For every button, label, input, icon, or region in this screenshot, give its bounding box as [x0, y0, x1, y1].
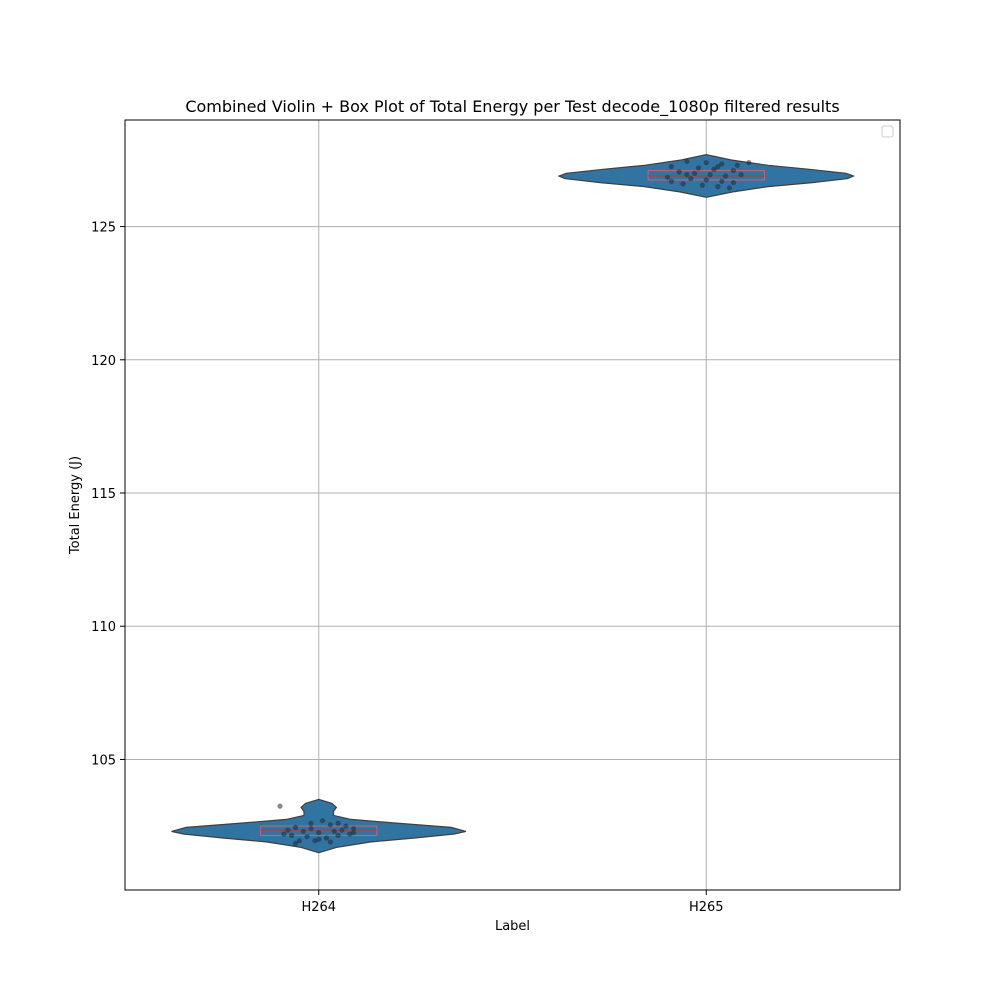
- data-point: [335, 820, 341, 827]
- data-point: [746, 160, 752, 166]
- y-tick-label: 125: [91, 221, 116, 236]
- data-point: [327, 822, 333, 828]
- grid: [125, 120, 900, 890]
- chart-title: Combined Violin + Box Plot of Total Ener…: [185, 97, 839, 117]
- data-point: [668, 178, 675, 184]
- data-point: [695, 165, 702, 171]
- y-tick-label: 105: [91, 753, 116, 768]
- data-point: [668, 164, 675, 170]
- y-tick-label: 115: [91, 487, 116, 502]
- data-point: [719, 178, 725, 184]
- data-point: [676, 169, 682, 175]
- data-point: [308, 826, 314, 832]
- data-point: [308, 820, 314, 827]
- x-tick-label: H265: [689, 900, 724, 915]
- y-tick-label: 110: [91, 620, 116, 635]
- data-point: [351, 830, 357, 836]
- data-point: [719, 161, 725, 167]
- data-point: [688, 176, 694, 182]
- data-point: [703, 160, 709, 166]
- data-point: [331, 828, 337, 835]
- data-point: [707, 172, 713, 178]
- data-point: [300, 828, 306, 835]
- data-point: [292, 840, 299, 847]
- data-point: [292, 824, 299, 831]
- data-point: [703, 177, 709, 183]
- ticks: H264 H265 105 110 115 120 125: [91, 221, 723, 915]
- data-point: [316, 836, 322, 843]
- data-point: [343, 823, 349, 829]
- data-point: [327, 839, 333, 845]
- data-point: [680, 181, 686, 187]
- data-point: [289, 832, 295, 839]
- legend-box: [881, 125, 894, 138]
- data-point: [738, 172, 744, 178]
- violins: [171, 153, 856, 854]
- data-point: [699, 182, 706, 188]
- data-point: [734, 162, 740, 168]
- data-point: [320, 818, 326, 824]
- data-point: [711, 166, 717, 172]
- data-point: [277, 803, 283, 809]
- data-point: [281, 831, 287, 837]
- plot-area-frame: [124, 119, 901, 891]
- data-point: [723, 173, 729, 179]
- y-tick-label: 120: [91, 354, 116, 369]
- data-point: [726, 185, 733, 191]
- data-point: [664, 174, 671, 180]
- data-point: [323, 835, 330, 841]
- data-point: [304, 834, 310, 840]
- x-axis-label: Label: [495, 919, 530, 934]
- data-point: [730, 180, 737, 186]
- y-axis-label: Total Energy (J): [68, 456, 83, 555]
- data-point: [715, 184, 721, 190]
- boxes: [260, 170, 765, 836]
- data-point: [339, 827, 345, 833]
- data-point: [684, 158, 690, 164]
- data-point: [684, 172, 690, 178]
- data-point: [692, 170, 698, 176]
- data-point: [316, 830, 322, 836]
- x-tick-label: H264: [301, 900, 336, 915]
- points: [277, 158, 752, 847]
- data-point: [730, 168, 737, 174]
- data-point: [351, 826, 357, 832]
- data-point: [715, 164, 721, 170]
- data-point: [285, 827, 291, 833]
- data-point: [296, 838, 302, 844]
- data-point: [335, 832, 341, 839]
